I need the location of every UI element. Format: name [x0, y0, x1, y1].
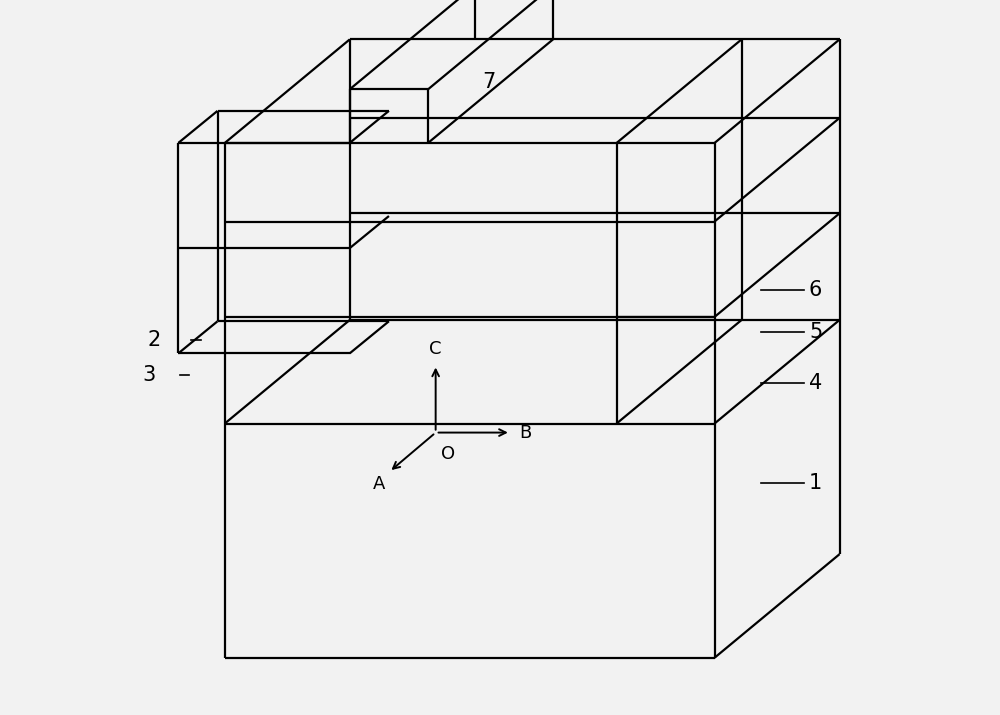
Text: 4: 4 [809, 373, 822, 393]
Text: 3: 3 [142, 365, 155, 385]
Text: 2: 2 [147, 330, 160, 350]
Text: B: B [519, 423, 532, 442]
Text: 6: 6 [809, 280, 822, 300]
Text: 5: 5 [809, 322, 822, 342]
Text: O: O [441, 445, 455, 463]
Text: 7: 7 [482, 72, 495, 92]
Text: C: C [429, 340, 442, 358]
Text: A: A [373, 475, 386, 493]
Text: 1: 1 [809, 473, 822, 493]
